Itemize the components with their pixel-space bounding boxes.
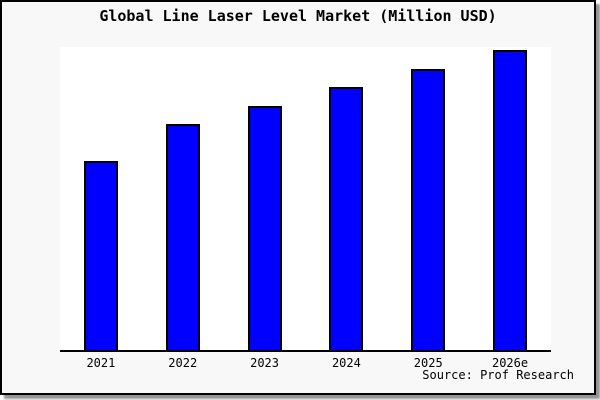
x-axis-labels: 2021 2022 2023 2024 2025 2026e <box>60 356 551 370</box>
source-text: Source: Prof Research <box>422 368 574 382</box>
x-axis-label-2021: 2021 <box>86 356 116 370</box>
bar-2021 <box>83 161 118 350</box>
x-axis-label-2025: 2025 <box>413 356 443 370</box>
chart-title: Global Line Laser Level Market (Million … <box>99 7 497 25</box>
plot-area <box>60 47 551 352</box>
x-axis-label-2024: 2024 <box>331 356 361 370</box>
bar-2022 <box>165 124 200 350</box>
bar-2025 <box>411 68 446 350</box>
bar-2023 <box>247 105 282 350</box>
x-axis-label-2026e: 2026e <box>491 356 529 370</box>
bar-2024 <box>329 86 364 350</box>
bar-2026e <box>493 50 528 350</box>
x-axis-label-2023: 2023 <box>250 356 280 370</box>
x-axis-label-2022: 2022 <box>168 356 198 370</box>
